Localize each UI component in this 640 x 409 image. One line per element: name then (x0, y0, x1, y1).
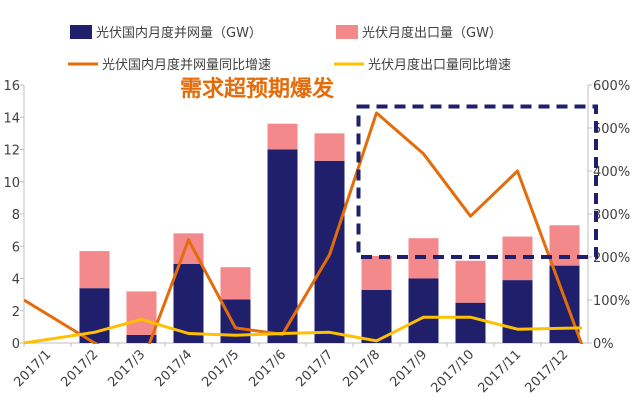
left-tick-label: 2 (12, 305, 20, 320)
bar-export (79, 251, 110, 289)
bar-export (126, 291, 157, 335)
bar-export (267, 123, 298, 150)
right-tick-label: 400% (593, 165, 630, 180)
left-tick-label: 4 (12, 273, 20, 288)
x-tick-label: 2017/12 (523, 347, 572, 396)
legend-label: 光伏月度出口量（GW） (362, 25, 502, 41)
bar-domestic (267, 149, 298, 343)
legend-label: 光伏国内月度并网量（GW） (96, 25, 262, 41)
right-tick-label: 300% (593, 208, 630, 223)
x-tick-label: 2017/9 (387, 347, 430, 390)
bar-domestic (126, 334, 157, 343)
x-tick-label: 2017/5 (199, 347, 242, 390)
bar-export (220, 267, 251, 300)
bar-export (455, 260, 486, 303)
x-tick-label: 2017/10 (429, 347, 478, 396)
left-tick-label: 14 (3, 111, 20, 126)
left-tick-label: 12 (3, 144, 20, 159)
left-tick-label: 10 (3, 176, 20, 191)
bar-domestic (455, 302, 486, 343)
left-tick-label: 6 (12, 240, 20, 255)
left-tick-label: 8 (12, 208, 20, 223)
legend-swatch (336, 25, 358, 39)
x-tick-label: 2017/4 (152, 347, 195, 390)
legend-label: 光伏国内月度并网量同比增速 (102, 57, 271, 73)
right-tick-label: 100% (593, 294, 630, 309)
bar-export (361, 255, 392, 290)
right-tick-label: 0% (593, 337, 614, 352)
x-tick-label: 2017/8 (340, 347, 383, 390)
x-tick-label: 2017/6 (246, 347, 289, 390)
x-tick-label: 2017/3 (105, 347, 148, 390)
x-tick-label: 2017/7 (293, 347, 336, 390)
bar-domestic (408, 278, 439, 343)
bar-domestic (502, 280, 533, 343)
legend-label: 光伏月度出口量同比增速 (368, 57, 511, 73)
left-tick-label: 0 (12, 337, 20, 352)
line-domestic-growth (24, 111, 584, 344)
x-tick-label: 2017/1 (11, 347, 54, 390)
highlight-box (356, 104, 598, 259)
bar-domestic (361, 289, 392, 343)
bar-export (549, 225, 580, 266)
left-tick-label: 16 (3, 79, 20, 94)
bar-export (314, 133, 345, 161)
legend-swatch (70, 25, 92, 39)
x-tick-label: 2017/2 (58, 347, 101, 390)
annotation-text: 需求超预期爆发 (180, 76, 335, 102)
right-tick-label: 200% (593, 251, 630, 266)
x-tick-label: 2017/11 (476, 347, 525, 396)
bar-domestic (549, 265, 580, 343)
line-export-growth (24, 315, 583, 344)
right-tick-label: 500% (593, 122, 630, 137)
right-tick-label: 600% (593, 79, 630, 94)
